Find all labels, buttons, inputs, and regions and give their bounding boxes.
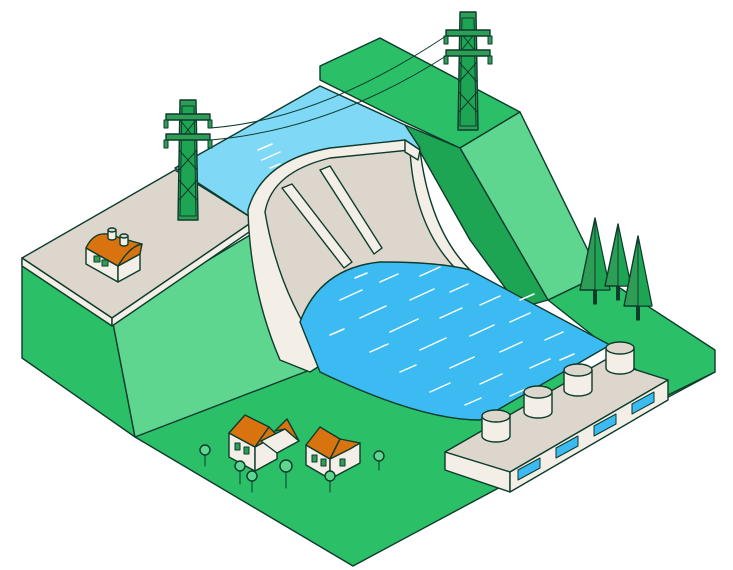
turbine-tanks [481, 341, 635, 443]
tree-icon [246, 470, 258, 493]
powerhouse-icon [85, 227, 143, 283]
tree-icon [234, 460, 246, 485]
house-icon [228, 414, 300, 472]
turbine-outlet-icon [631, 391, 655, 415]
pine-tree-icon [604, 223, 632, 301]
village [199, 414, 385, 493]
power-pylon-icon [163, 99, 213, 221]
tree-icon [324, 470, 336, 493]
power-pylon-icon [443, 11, 493, 131]
tree-icon [199, 444, 211, 467]
pine-tree-icon [579, 217, 611, 305]
turbine-block [444, 341, 669, 493]
turbine-outlet-icon [517, 457, 541, 481]
forest [579, 217, 653, 321]
turbine-outlet-icon [555, 435, 579, 459]
turbine-outlet-icon [593, 413, 617, 437]
spillway-water [299, 261, 611, 421]
power-lines [209, 35, 447, 141]
tree-icon [373, 450, 385, 471]
house-icon [305, 426, 361, 480]
tree-icon [279, 459, 293, 489]
pine-tree-icon [623, 235, 653, 321]
